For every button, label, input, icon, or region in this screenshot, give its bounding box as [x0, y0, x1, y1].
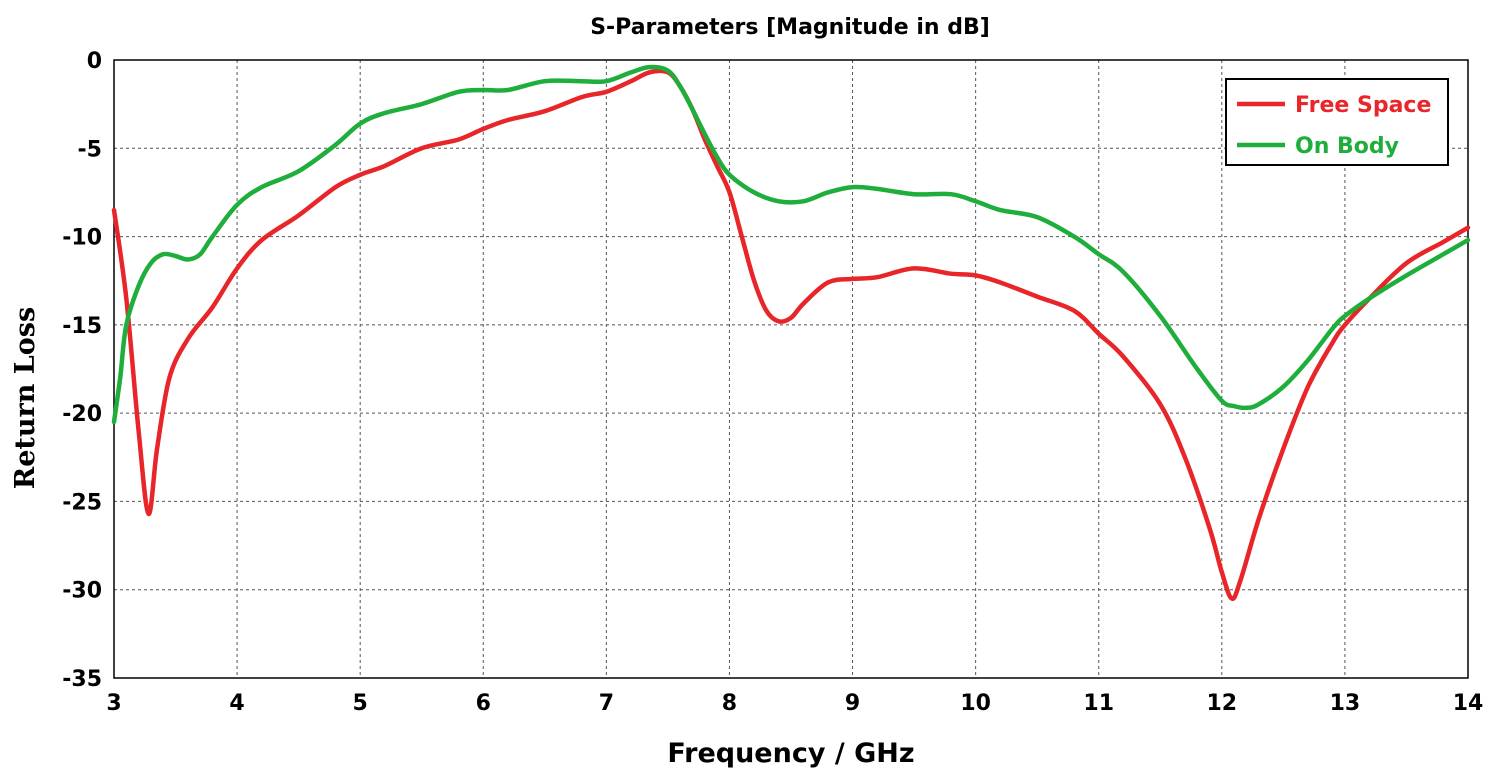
x-tick-label-4: 4 — [229, 691, 244, 716]
x-tick-label-7: 7 — [599, 691, 614, 716]
y-tick-label--35: -35 — [62, 667, 102, 692]
legend-box — [1225, 78, 1449, 166]
y-tick-label--20: -20 — [62, 402, 102, 427]
y-tick-label--5: -5 — [78, 137, 102, 162]
y-tick-label--15: -15 — [62, 314, 102, 339]
y-tick-label--10: -10 — [62, 226, 102, 251]
x-tick-label-13: 13 — [1330, 691, 1361, 716]
x-tick-label-14: 14 — [1453, 691, 1484, 716]
series-line-free-space — [111, 68, 1471, 601]
y-tick-label-0: 0 — [87, 49, 102, 74]
x-tick-label-12: 12 — [1207, 691, 1238, 716]
legend-label-free-space: Free Space — [1295, 93, 1431, 118]
x-axis-label: Frequency / GHz — [667, 738, 914, 769]
y-tick-label--30: -30 — [62, 579, 102, 604]
x-tick-labels: 3 4 5 6 7 8 9 10 11 12 13 14 — [106, 691, 1483, 716]
x-tick-label-6: 6 — [476, 691, 491, 716]
x-tick-label-5: 5 — [353, 691, 368, 716]
x-tick-label-11: 11 — [1083, 691, 1114, 716]
y-tick-labels: 0 -5 -10 -15 -20 -25 -30 -35 — [62, 49, 102, 692]
x-tick-label-10: 10 — [960, 691, 991, 716]
y-axis-label: Return Loss — [10, 307, 41, 489]
plot-frame — [113, 59, 1469, 679]
legend-label-on-body: On Body — [1295, 134, 1399, 159]
series-lines — [111, 64, 1471, 601]
x-tick-label-9: 9 — [845, 691, 860, 716]
x-tick-label-3: 3 — [106, 691, 121, 716]
chart-title: S-Parameters [Magnitude in dB] — [590, 15, 990, 40]
legend: Free Space On Body — [1225, 78, 1449, 166]
y-tick-label--25: -25 — [62, 490, 102, 515]
series-line-on-body — [111, 64, 1471, 425]
x-tick-label-8: 8 — [722, 691, 737, 716]
